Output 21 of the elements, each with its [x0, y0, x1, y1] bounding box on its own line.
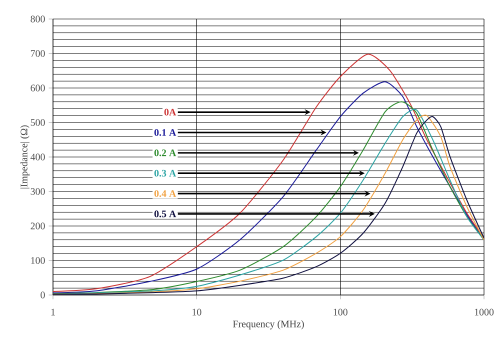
- text: 0A: [164, 108, 176, 116]
- y-tick-label: 700: [30, 50, 45, 57]
- y-tick-label: 400: [30, 154, 45, 160]
- y-tick-label: 0: [40, 292, 45, 298]
- text: 0.1 A: [154, 129, 176, 136]
- x-tick-label: 10: [192, 308, 202, 316]
- y-tick-label: 500: [30, 119, 45, 126]
- text: 0.2 A: [154, 149, 176, 156]
- text: 0.4 A: [154, 190, 176, 197]
- y-tick-label: 800: [30, 16, 45, 22]
- y-tick-label: 100: [31, 257, 45, 264]
- y-tick-label: 300: [30, 188, 45, 195]
- x-tick-label: 1: [51, 308, 55, 316]
- text: 0.3 A: [154, 170, 176, 177]
- y-axis-title: |Impedance| (Ω): [20, 125, 30, 188]
- y-tick-label: 200: [30, 222, 45, 230]
- x-tick-label: 100: [334, 308, 348, 316]
- y-tick-label: 600: [30, 84, 45, 92]
- x-tick-label: 1000: [474, 308, 494, 316]
- x-axis-title: Frequency (MHz): [232, 320, 304, 330]
- text: 0.5 A: [154, 210, 176, 218]
